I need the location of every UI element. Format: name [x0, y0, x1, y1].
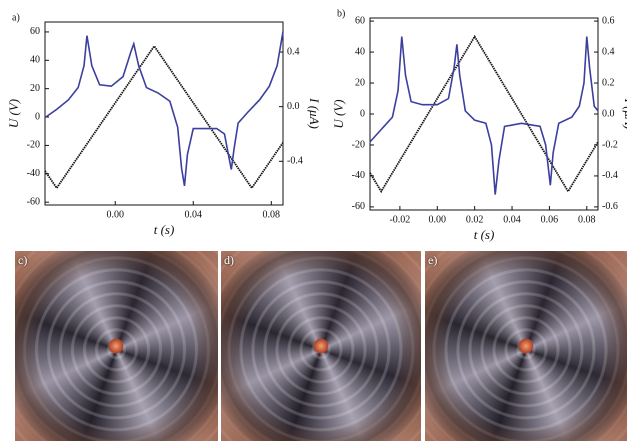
y2-axis-label: I (μA)	[622, 98, 627, 130]
y2-tick-label: 0.4	[287, 46, 300, 57]
y-tick-label: 60	[355, 15, 365, 26]
micrograph: c)	[15, 251, 218, 441]
y-tick-label: -40	[27, 168, 40, 179]
x-tick-label: 0.02	[466, 214, 484, 225]
y-tick-label: -40	[352, 170, 365, 181]
y-axis-label: U (V)	[6, 99, 21, 128]
y2-axis-label: I (μA)	[307, 97, 322, 129]
charts: a)t (s)U (V) I (μA)0.00 0.04 0.08-60-40-200…	[6, 8, 627, 242]
panel-title: a)	[12, 12, 20, 23]
y-tick-label: 20	[30, 83, 40, 94]
y-tick-label: 0	[35, 111, 40, 122]
x-tick-label: 0.04	[185, 209, 203, 220]
micrograph: e)	[425, 251, 627, 441]
x-tick-label: 0.08	[263, 209, 281, 220]
voltage-line	[44, 44, 284, 190]
x-tick-label: -0.02	[389, 214, 410, 225]
y2-tick-label: 0.2	[602, 77, 615, 88]
x-axis-label: t (s)	[474, 227, 495, 242]
y2-tick-label: -0.2	[602, 139, 618, 150]
panel-title: b)	[337, 8, 345, 19]
y-tick-label: 40	[355, 46, 365, 57]
y2-tick-label: 0.4	[602, 46, 615, 57]
panel-label: c)	[18, 253, 28, 267]
y2-tick-label: 0.0	[602, 108, 615, 119]
y2-tick-label: -0.4	[602, 170, 618, 181]
x-tick-label: 0.06	[541, 214, 559, 225]
x-tick-label: 0.08	[578, 214, 596, 225]
x-tick-label: 0.00	[106, 209, 124, 220]
y-tick-label: -20	[352, 139, 365, 150]
voltage-line	[369, 34, 599, 194]
y2-tick-label: 0.6	[602, 15, 615, 26]
y-axis-label: U (V)	[331, 99, 346, 128]
y-tick-label: -20	[27, 140, 40, 151]
panel-label: e)	[428, 253, 438, 267]
y-tick-label: -60	[27, 196, 40, 207]
micrograph: d)	[221, 251, 421, 441]
y-tick-label: -60	[352, 201, 365, 212]
x-tick-label: 0.00	[429, 214, 447, 225]
y2-tick-label: -0.6	[602, 201, 618, 212]
y-tick-label: 0	[360, 108, 365, 119]
panel-label: d)	[224, 253, 234, 267]
current-line	[44, 31, 284, 187]
y-tick-label: 60	[30, 26, 40, 37]
y2-tick-label: -0.4	[287, 156, 303, 167]
y-tick-label: 20	[355, 77, 365, 88]
x-tick-label: 0.04	[503, 214, 521, 225]
y2-tick-label: 0.0	[287, 101, 300, 112]
y-tick-label: 40	[30, 55, 40, 66]
x-axis-label: t (s)	[154, 222, 175, 237]
plot-frame	[369, 17, 599, 211]
current-line	[369, 36, 599, 195]
plot-frame	[44, 21, 284, 206]
